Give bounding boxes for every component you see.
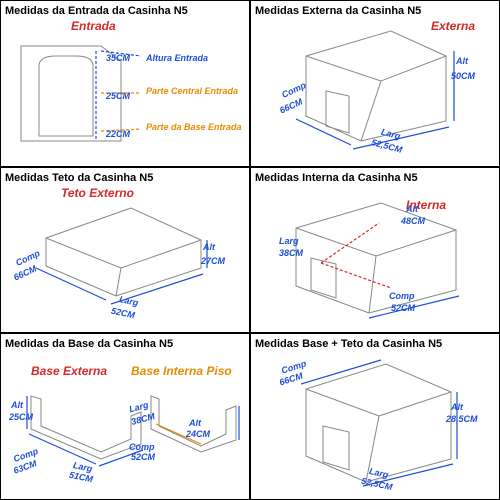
measure: 52CM [131,452,155,462]
label: Parte da Base Entrada [146,123,236,132]
panel-interna: Medidas Interna da Casinha N5 Interna 48… [250,167,500,334]
label: Comp [129,442,155,452]
label: Comp [389,291,415,301]
panel-teto: Medidas Teto da Casinha N5 Teto Externo … [0,167,250,334]
panel-base-teto: Medidas Base + Teto da Casinha N5 66CM 5… [250,333,500,500]
sketch-entrada [1,1,250,167]
label: Alt [456,56,468,66]
measure: 25CM [106,91,130,101]
panel-externa: Medidas Externa da Casinha N5 Externa 66… [250,0,500,167]
panel-base: Medidas da Base da Casinha N5 Base Exter… [0,333,250,500]
panel-entrada: Medidas da Entrada da Casinha N5 Entrada… [0,0,250,167]
measure: 27CM [201,256,225,266]
label: Larg [279,236,299,246]
measure: 52CM [391,303,415,313]
measure: 28,5CM [446,414,478,424]
label: Alt [189,418,201,428]
label: Parte Central Entrada [146,87,236,96]
measure: 50CM [451,71,475,81]
label: Alt [451,402,463,412]
label: Alt [203,242,215,252]
measure: 48CM [401,216,425,226]
label: Altura Entrada [146,53,208,63]
label: Alt [11,400,23,410]
measure: 25CM [9,412,33,422]
label: Alt [406,204,418,214]
measure: 35CM [106,53,130,63]
measure: 24CM [186,429,210,439]
measure: 22CM [106,129,130,139]
sketch-base [1,334,250,500]
measure: 38CM [279,248,303,258]
